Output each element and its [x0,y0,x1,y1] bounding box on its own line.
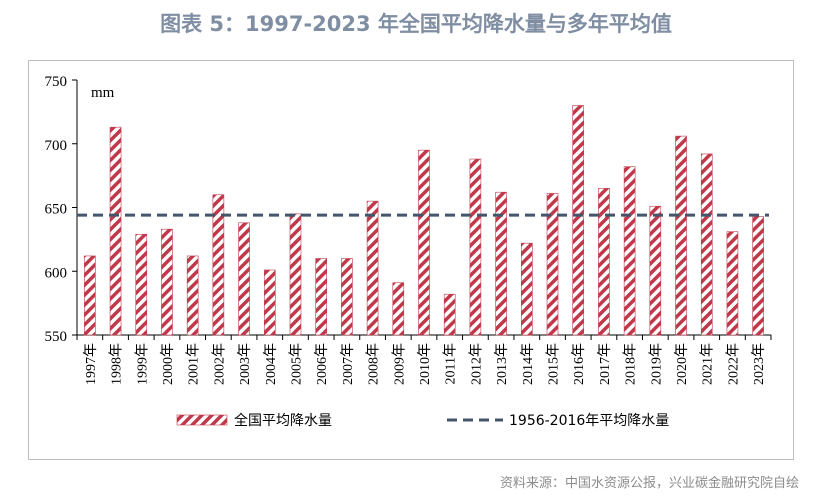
x-tick-label: 2021年 [700,343,716,385]
bar [161,228,173,336]
x-tick-label: 2016年 [571,343,587,385]
bar [238,222,250,336]
bar [135,233,148,336]
bar [495,191,507,336]
x-tick-label: 1998年 [109,343,125,385]
bar [752,216,764,336]
bar [598,188,610,336]
bar [700,153,713,336]
bar [443,293,456,336]
legend-bar-swatch [176,414,228,426]
bar [263,269,276,336]
bar [212,194,225,336]
bar [341,258,353,336]
legend-bar-label: 全国平均降水量 [234,412,332,429]
bar [675,135,687,336]
x-tick-label: 2012年 [468,343,484,385]
x-tick-label: 2018年 [623,343,639,385]
x-tick-label: 2001年 [186,343,202,385]
x-tick-label: 2002年 [211,343,227,385]
x-tick-label: 2005年 [288,343,304,385]
x-tick-label: 2009年 [391,343,407,385]
bar [109,126,122,336]
x-tick-label: 2006年 [314,343,330,385]
x-tick-label: 2015年 [546,343,562,385]
bar [84,255,96,336]
bar [649,205,662,336]
bar [186,255,199,336]
x-tick-label: 2010年 [417,343,433,385]
x-tick-label: 1997年 [83,343,99,385]
x-tick-label: 2013年 [494,343,510,385]
y-tick-label: 600 [45,265,68,281]
bar [521,242,533,336]
bar [726,231,739,336]
y-tick-label: 700 [45,138,68,154]
bar [572,105,585,336]
bar [546,193,559,336]
bar [315,258,327,336]
chart-title: 图表 5：1997-2023 年全国平均降水量与多年平均值 [160,12,672,36]
y-tick-label: 550 [45,329,68,345]
bar [623,166,636,336]
y-tick-label: 750 [45,74,68,90]
x-tick-label: 2011年 [443,343,459,384]
bar [366,200,379,336]
x-tick-label: 1999年 [134,343,150,385]
x-tick-label: 2003年 [237,343,253,385]
chart-svg: 550 600 650 700 750 mm 1997年 1998年 1999年 2000年 200… [45,74,772,429]
x-tick-label: 2007年 [340,343,356,385]
x-tick-label: 2019年 [648,343,664,385]
legend-line-label: 1956-2016年平均降水量 [509,413,669,429]
x-tick-label: 2000年 [160,343,176,385]
x-tick-label: 2014年 [520,343,536,385]
x-tick-label: 2008年 [366,343,382,385]
x-tick-label: 2022年 [725,343,741,385]
bar [418,149,430,336]
x-tick-label: 2004年 [263,343,279,385]
source-note: 资料来源：中国水资源公报，兴业碳金融研究院自绘 [499,476,799,491]
bar [392,282,405,336]
chart-frame: 550 600 650 700 750 mm 1997年 1998年 1999年 2000年 200… [28,60,794,460]
unit-label: mm [91,85,115,101]
x-tick-label: 2017年 [597,343,613,385]
x-tick-label: 2023年 [751,343,767,385]
bar [289,213,302,336]
y-tick-label: 650 [45,202,68,218]
x-tick-label: 2020年 [674,343,690,385]
bar [469,158,482,336]
